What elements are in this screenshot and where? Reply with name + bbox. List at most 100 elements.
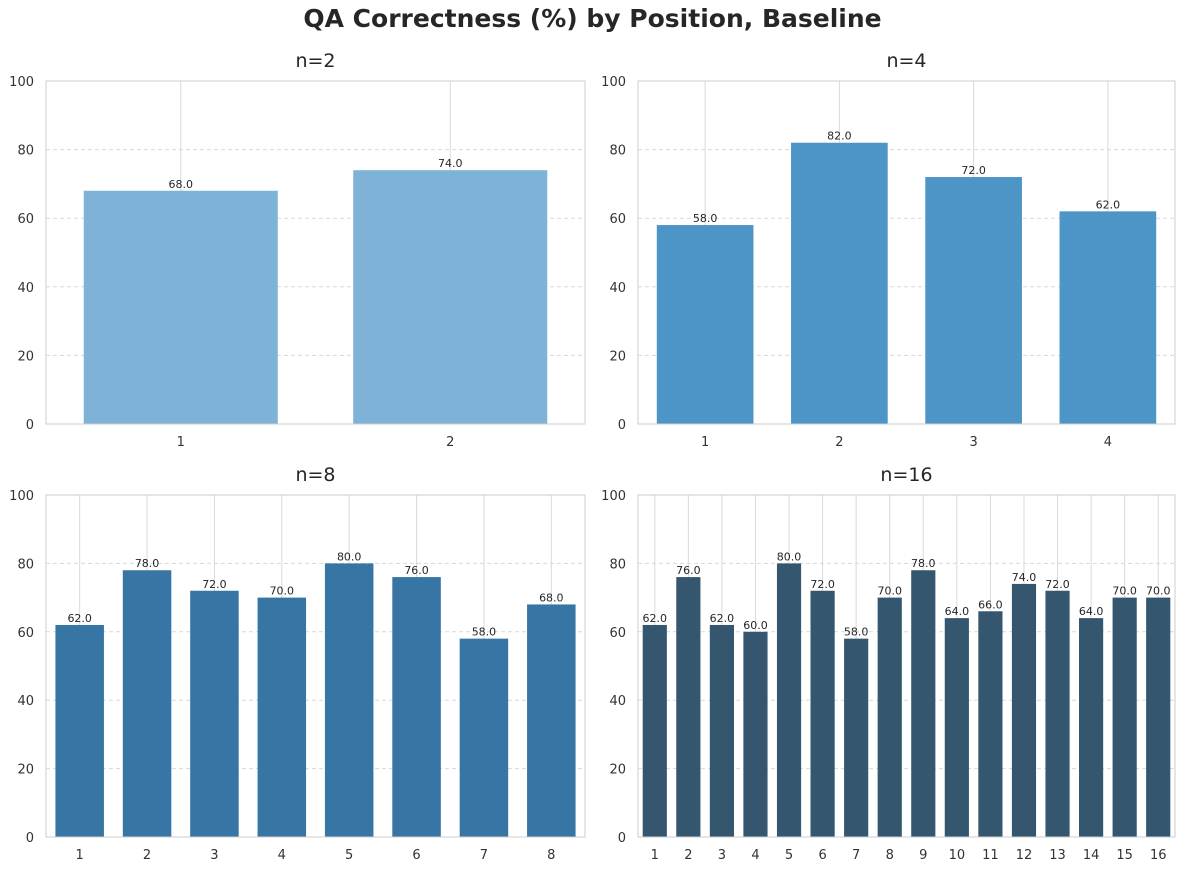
x-tick-label: 4 — [1104, 435, 1112, 450]
x-tick-label: 3 — [969, 435, 977, 450]
y-tick-label: 80 — [17, 144, 34, 159]
y-tick-label: 100 — [9, 75, 34, 90]
data-label-10: 64.0 — [945, 605, 970, 618]
data-label-4: 70.0 — [270, 585, 295, 598]
bar-5 — [324, 563, 374, 837]
data-label-2: 76.0 — [676, 564, 701, 577]
data-label-12: 74.0 — [1012, 571, 1037, 584]
bar-1 — [83, 190, 278, 424]
x-tick-label: 6 — [818, 848, 826, 863]
data-label-2: 78.0 — [135, 557, 160, 570]
x-tick-label: 1 — [177, 435, 185, 450]
bar-15 — [1112, 597, 1137, 837]
panel-title: n=4 — [886, 50, 926, 72]
x-tick-label: 6 — [412, 848, 420, 863]
x-tick-label: 1 — [701, 435, 709, 450]
x-tick-label: 8 — [547, 848, 555, 863]
panel-title: n=8 — [295, 464, 335, 486]
panel-title: n=16 — [880, 464, 932, 486]
data-label-3: 72.0 — [202, 578, 227, 591]
x-tick-label: 11 — [982, 848, 999, 863]
data-label-2: 82.0 — [827, 130, 852, 143]
bar-11 — [978, 611, 1003, 837]
chart-panel-4: 62.0 76.0 62.0 60.0 80.0 72.0 58.0 70.0 78.0 64.0… — [601, 464, 1176, 863]
bar-13 — [1045, 590, 1070, 837]
x-tick-label: 5 — [785, 848, 793, 863]
x-tick-label: 2 — [835, 435, 843, 450]
data-label-3: 72.0 — [961, 164, 986, 177]
figure-title: QA Correctness (%) by Position, Baseline — [303, 4, 882, 33]
plot-frame — [637, 80, 1176, 425]
y-tick-label: 60 — [609, 212, 626, 227]
y-tick-label: 40 — [609, 694, 626, 709]
data-label-7: 58.0 — [844, 626, 869, 639]
bar-1 — [55, 624, 104, 837]
data-label-4: 60.0 — [743, 619, 768, 632]
bar-4 — [257, 597, 307, 837]
y-tick-label: 0 — [618, 831, 626, 846]
y-tick-label: 80 — [609, 557, 626, 572]
data-label-2: 74.0 — [438, 157, 463, 170]
bar-8 — [877, 597, 902, 837]
y-tick-label: 80 — [17, 557, 34, 572]
x-tick-label: 2 — [684, 848, 692, 863]
x-tick-label: 14 — [1083, 848, 1100, 863]
x-tick-label: 15 — [1116, 848, 1133, 863]
bar-9 — [911, 570, 936, 837]
bar-12 — [1011, 583, 1037, 837]
x-tick-label: 2 — [143, 848, 151, 863]
data-label-9: 78.0 — [911, 557, 936, 570]
x-tick-label: 7 — [852, 848, 860, 863]
data-label-15: 70.0 — [1112, 585, 1137, 598]
x-tick-label: 1 — [76, 848, 84, 863]
bar-6 — [392, 577, 441, 837]
data-label-14: 64.0 — [1079, 605, 1104, 618]
x-tick-label: 9 — [919, 848, 927, 863]
chart-panel-2: 58.0 82.0 72.0 62.0 0 20 40 60 80 100 1 2 3 4 n=4 — [601, 50, 1176, 450]
y-tick-label: 40 — [17, 281, 34, 296]
data-label-5: 80.0 — [777, 550, 802, 563]
y-tick-label: 80 — [609, 144, 626, 159]
bar-7 — [459, 638, 509, 837]
data-label-6: 76.0 — [404, 564, 429, 577]
y-tick-label: 60 — [17, 626, 34, 641]
x-tick-label: 16 — [1150, 848, 1167, 863]
x-tick-label: 7 — [480, 848, 488, 863]
panel-title: n=2 — [295, 50, 335, 72]
x-tick-label: 5 — [345, 848, 353, 863]
y-tick-label: 40 — [17, 694, 34, 709]
data-label-7: 58.0 — [472, 626, 497, 639]
data-label-13: 72.0 — [1045, 578, 1070, 591]
x-tick-label: 8 — [886, 848, 894, 863]
data-label-11: 66.0 — [978, 598, 1003, 611]
bar-1 — [642, 624, 667, 837]
y-tick-label: 60 — [609, 626, 626, 641]
bar-2 — [791, 142, 888, 425]
data-label-8: 70.0 — [877, 585, 902, 598]
bar-2 — [353, 170, 548, 424]
bar-10 — [944, 618, 969, 837]
x-tick-label: 10 — [949, 848, 966, 863]
data-label-4: 62.0 — [1096, 198, 1121, 211]
data-label-8: 68.0 — [539, 591, 564, 604]
plot-frame — [45, 80, 586, 425]
x-tick-label: 4 — [278, 848, 286, 863]
y-tick-label: 20 — [609, 763, 626, 778]
data-label-16: 70.0 — [1146, 585, 1171, 598]
bar-3 — [190, 590, 239, 837]
y-tick-label: 20 — [609, 349, 626, 364]
bar-3 — [925, 177, 1022, 424]
bar-7 — [844, 638, 869, 837]
y-tick-label: 40 — [609, 281, 626, 296]
bar-4 — [743, 631, 768, 837]
bar-14 — [1079, 618, 1104, 837]
bar-5 — [776, 563, 802, 837]
data-label-6: 72.0 — [810, 578, 835, 591]
data-label-3: 62.0 — [710, 612, 735, 625]
y-tick-label: 100 — [601, 75, 626, 90]
x-tick-label: 4 — [751, 848, 759, 863]
bar-2 — [122, 570, 172, 837]
bar-3 — [709, 624, 734, 837]
y-tick-label: 60 — [17, 212, 34, 227]
